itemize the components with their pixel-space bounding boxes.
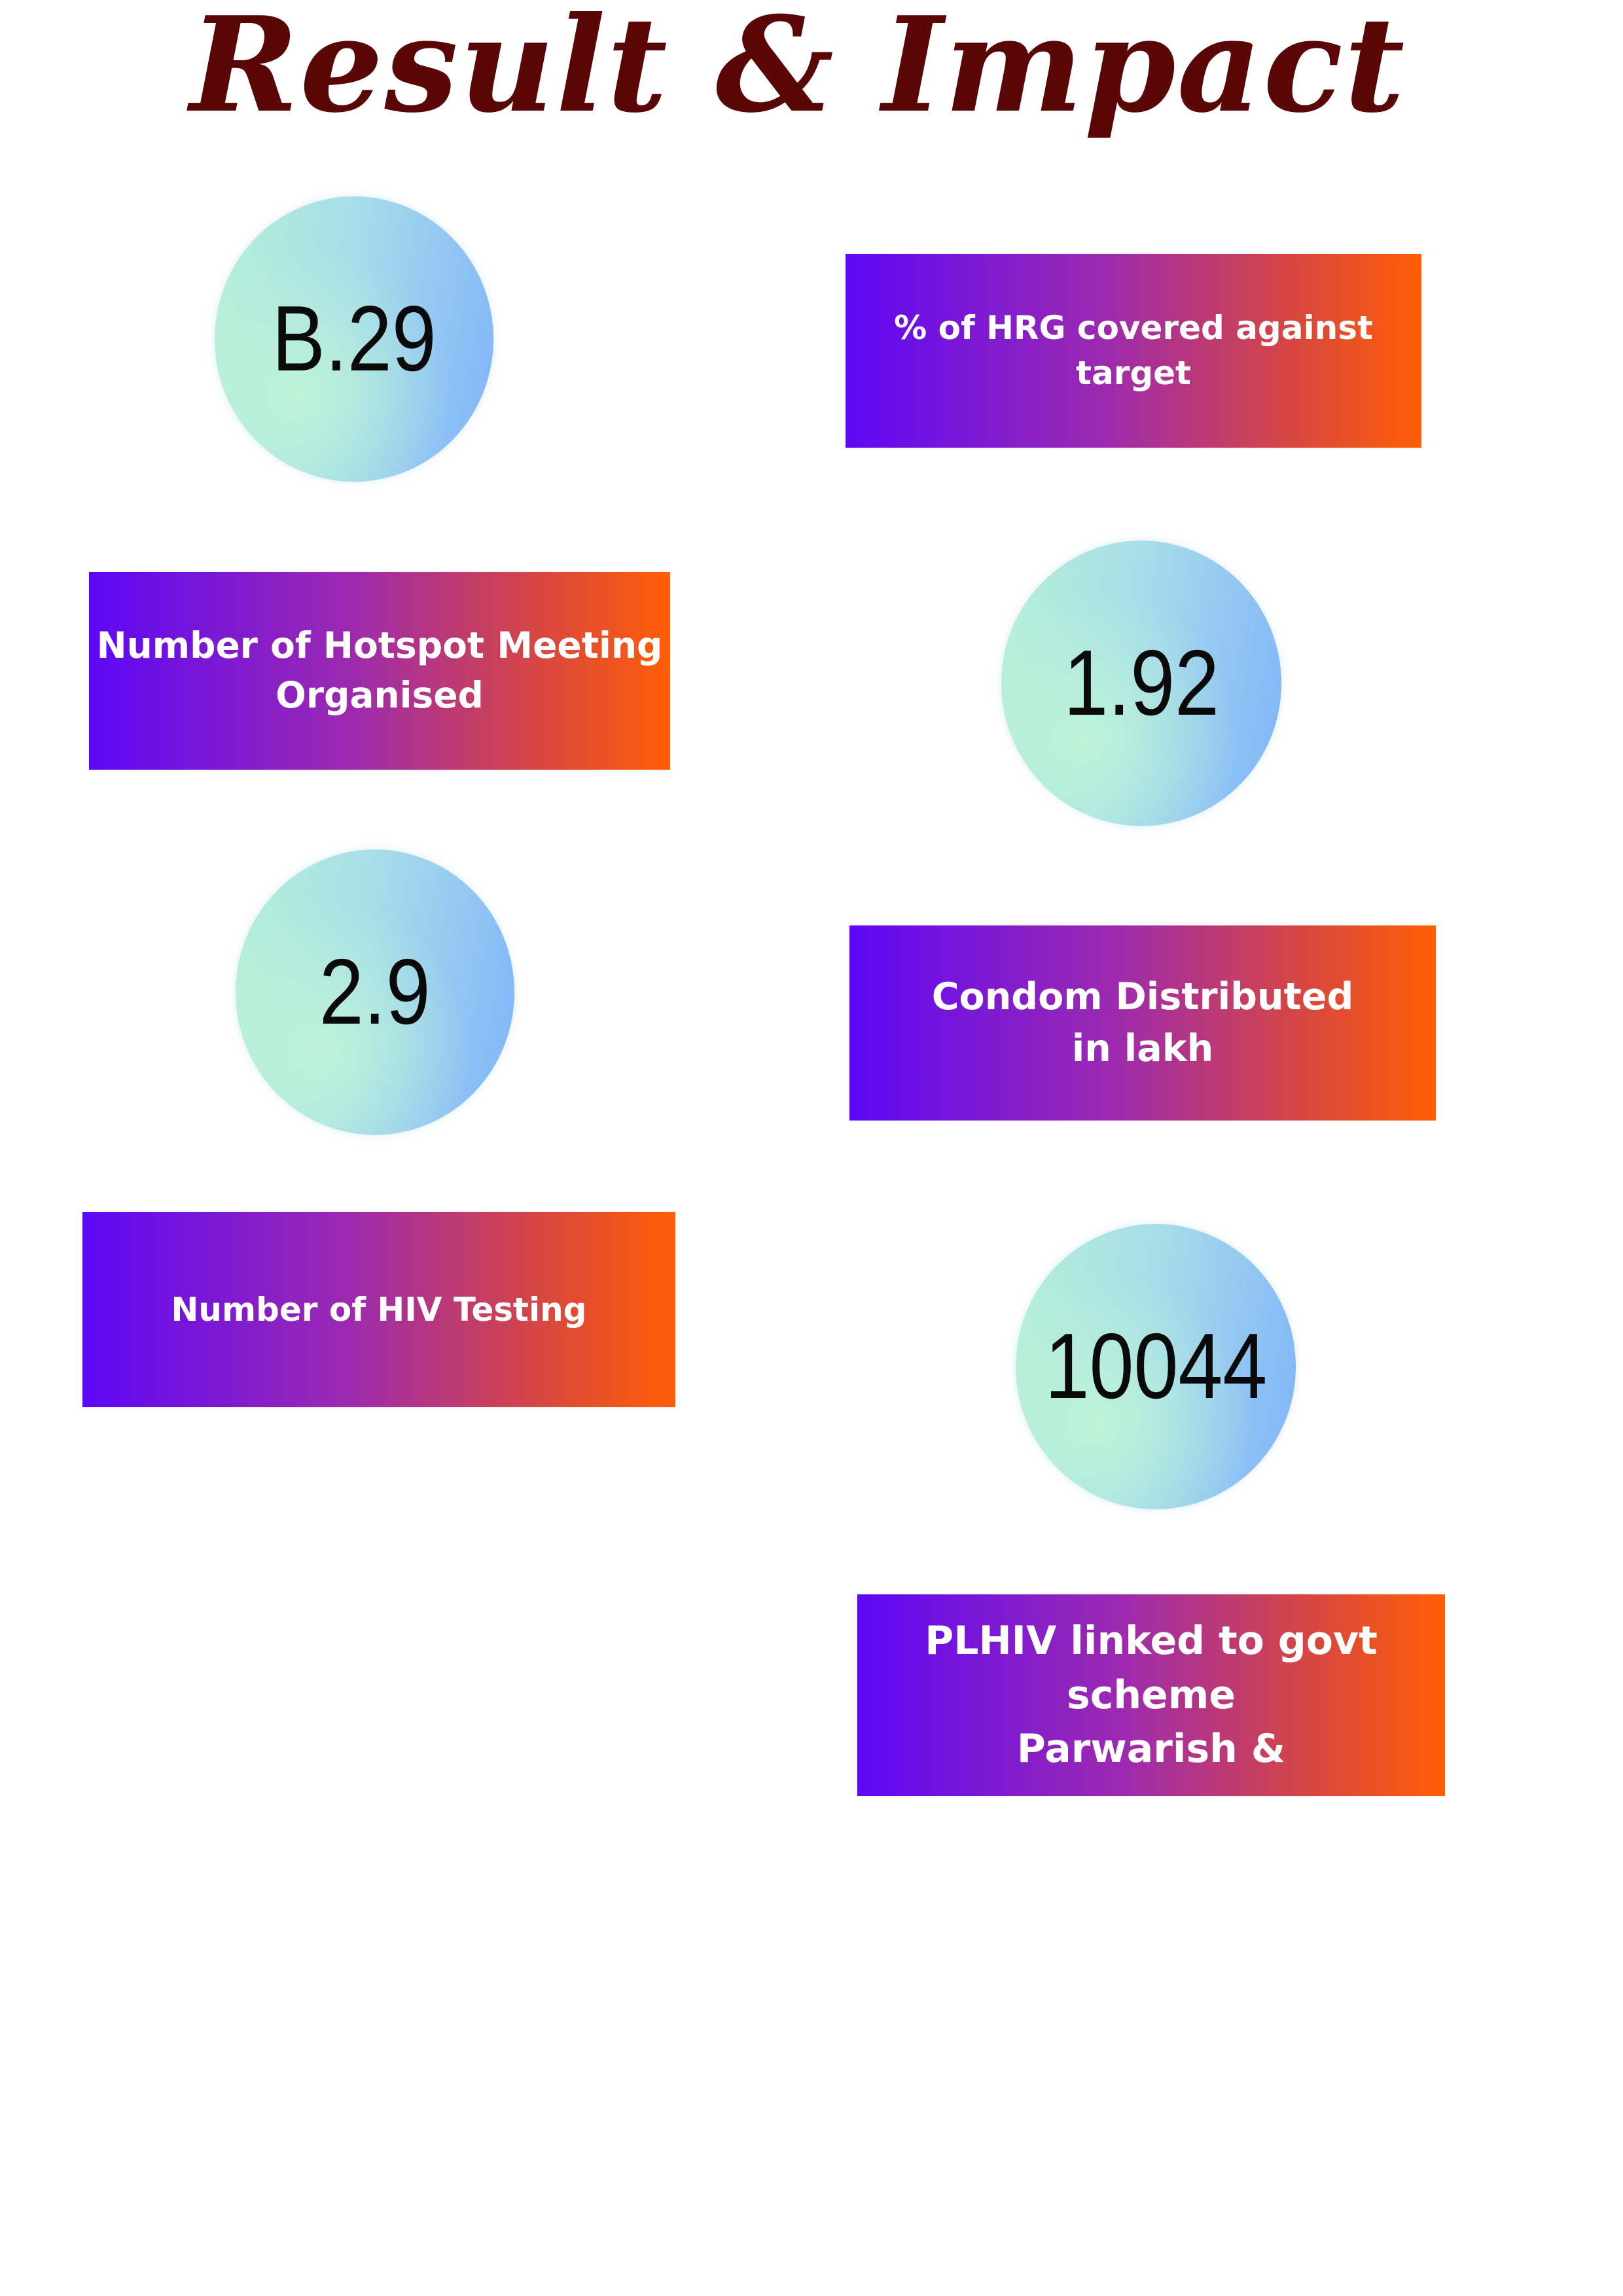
stat-value: 2.9	[319, 940, 431, 1044]
stat-circle-hotspot-meeting: 1.92	[1001, 541, 1281, 826]
label-box-hiv-testing: Number of HIV Testing	[82, 1212, 675, 1407]
box-label: Number of HIV Testing	[171, 1290, 587, 1329]
stat-value: 1.92	[1063, 631, 1219, 735]
stat-value: B.29	[272, 287, 437, 391]
label-box-hrg-coverage: % of HRG covered against target	[846, 254, 1421, 448]
stat-circle-hiv-testing: 10044	[1016, 1224, 1296, 1509]
stat-circle-condom-distribution: 2.9	[236, 850, 514, 1135]
label-box-hotspot-meeting: Number of Hotspot Meeting Organised	[89, 572, 670, 770]
box-label: % of HRG covered against target	[894, 309, 1373, 392]
stat-value: 10044	[1044, 1314, 1267, 1418]
box-label: Number of Hotspot Meeting Organised	[96, 624, 663, 716]
page-title: Result & Impact	[190, 0, 1406, 142]
box-label: Condom Distributed in lakh	[931, 975, 1354, 1070]
box-label: PLHIV linked to govt scheme Parwarish &	[925, 1617, 1378, 1772]
label-box-condom-distribution: Condom Distributed in lakh	[849, 925, 1436, 1121]
stat-circle-hrg-coverage: B.29	[215, 196, 493, 482]
label-box-plhiv-linkage: PLHIV linked to govt scheme Parwarish &	[857, 1594, 1445, 1796]
